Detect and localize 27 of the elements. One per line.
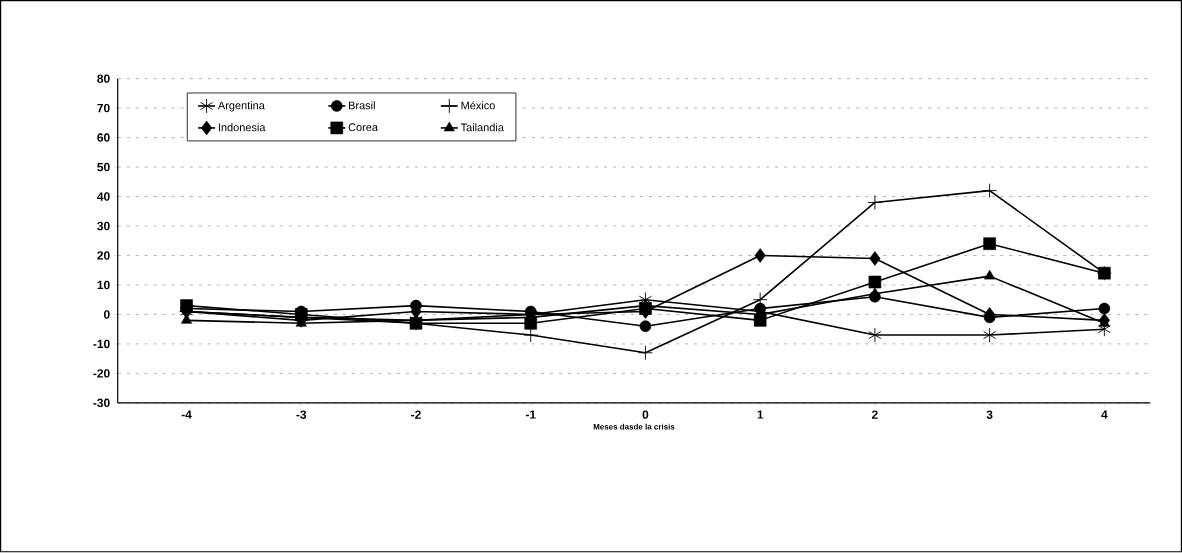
- x-tick-label: 4: [1101, 410, 1108, 419]
- x-tick-label: 1: [757, 410, 764, 419]
- y-tick-label: 60: [97, 133, 110, 143]
- y-tick-label: 20: [97, 251, 110, 260]
- y-tick-label: -30: [93, 398, 110, 408]
- x-tick-label: -4: [181, 410, 192, 419]
- x-tick-label: 3: [986, 410, 993, 420]
- legend-label: Tailandia: [460, 123, 504, 132]
- y-tick-label: 70: [97, 104, 110, 113]
- y-tick-label: 80: [97, 74, 110, 84]
- y-tick-label: 10: [97, 280, 110, 290]
- y-tick-label: -10: [93, 339, 110, 349]
- y-tick-label: 0: [103, 310, 110, 319]
- legend-label: Indonesia: [218, 123, 266, 132]
- y-tick-label: -20: [93, 369, 110, 378]
- y-tick-label: 30: [97, 221, 110, 231]
- x-tick-label: -3: [296, 410, 307, 420]
- legend-label: Brasil: [349, 101, 375, 110]
- x-tick-label: 0: [642, 410, 649, 420]
- legend-label: Argentina: [217, 101, 265, 112]
- legend-label: Corea: [348, 123, 378, 132]
- y-tick-label: 40: [97, 192, 110, 201]
- x-tick-label: -1: [525, 410, 536, 419]
- x-tick-label: 2: [871, 410, 878, 419]
- x-tick-label: -2: [411, 410, 421, 419]
- y-tick-label: 50: [97, 163, 110, 172]
- legend-label: México: [461, 101, 495, 110]
